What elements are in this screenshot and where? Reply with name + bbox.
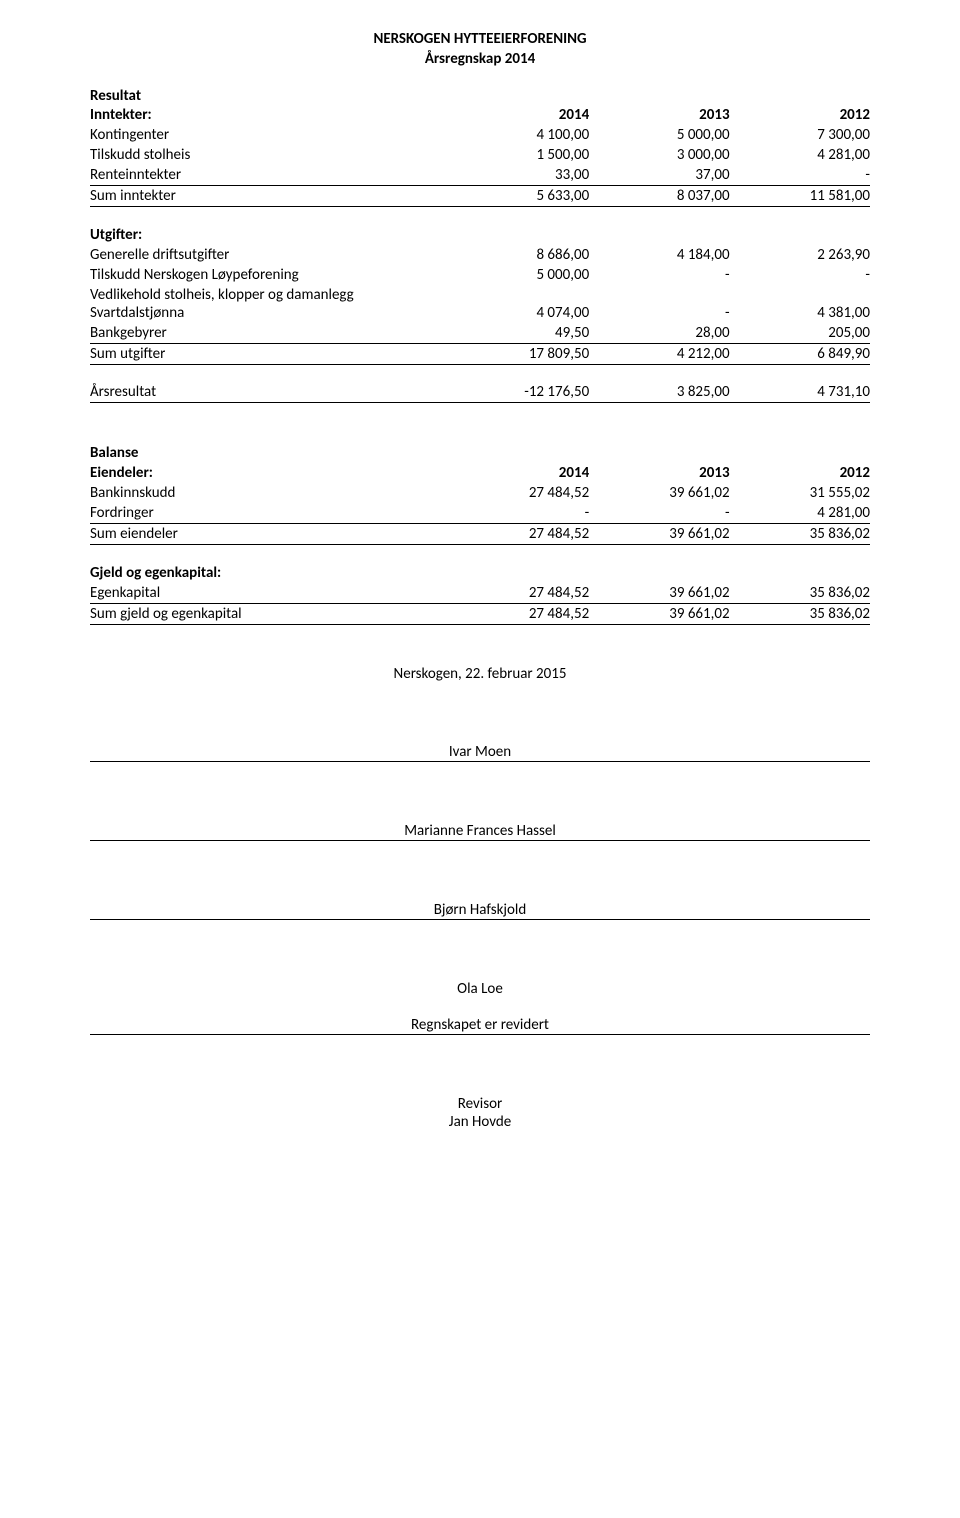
balanse-label: Balanse <box>90 443 449 463</box>
balanse-label-row: Balanse <box>90 443 870 463</box>
signature-4: Ola Loe <box>90 980 870 998</box>
sum-eiendeler-row: Sum eiendeler 27 484,52 39 661,02 35 836… <box>90 524 870 545</box>
sum-gjeld-row: Sum gjeld og egenkapital 27 484,52 39 66… <box>90 603 870 624</box>
document-title: NERSKOGEN HYTTEEIERFORENING Årsregnskap … <box>90 30 870 69</box>
utgifter-label: Utgifter: <box>90 225 449 245</box>
table-row: Renteinntekter 33,00 37,00 - <box>90 165 870 186</box>
eiendeler-header-row: Eiendeler: 2014 2013 2012 <box>90 463 870 483</box>
gjeld-label: Gjeld og egenkapital: <box>90 563 449 583</box>
eiendeler-label: Eiendeler: <box>90 463 449 483</box>
resultat-label: Resultat <box>90 87 870 105</box>
balanse-table: Balanse Eiendeler: 2014 2013 2012 Bankin… <box>90 443 870 625</box>
aarsresultat-row: Årsresultat -12 176,50 3 825,00 4 731,10 <box>90 382 870 403</box>
table-row: Fordringer - - 4 281,00 <box>90 503 870 524</box>
table-row: Egenkapital 27 484,52 39 661,02 35 836,0… <box>90 583 870 604</box>
table-row: Vedlikehold stolheis, klopper og damanle… <box>90 285 870 323</box>
signature-1: Ivar Moen <box>90 743 870 761</box>
revidert-text: Regnskapet er revidert <box>90 1016 870 1034</box>
table-row: Bankinnskudd 27 484,52 39 661,02 31 555,… <box>90 483 870 503</box>
title-line1: NERSKOGEN HYTTEEIERFORENING <box>90 30 870 50</box>
table-row: Tilskudd Nerskogen Løypeforening 5 000,0… <box>90 265 870 285</box>
utgifter-header-row: Utgifter: <box>90 225 870 245</box>
sum-inntekter-row: Sum inntekter 5 633,00 8 037,00 11 581,0… <box>90 186 870 207</box>
table-row: Kontingenter 4 100,00 5 000,00 7 300,00 <box>90 125 870 145</box>
table-row: Generelle driftsutgifter 8 686,00 4 184,… <box>90 245 870 265</box>
table-row: Tilskudd stolheis 1 500,00 3 000,00 4 28… <box>90 145 870 165</box>
revisor-label: Revisor <box>90 1095 870 1113</box>
year-2012: 2012 <box>730 105 870 125</box>
inntekter-label: Inntekter: <box>90 105 449 125</box>
year-2014: 2014 <box>449 105 589 125</box>
sum-utgifter-row: Sum utgifter 17 809,50 4 212,00 6 849,90 <box>90 343 870 364</box>
signature-2: Marianne Frances Hassel <box>90 822 870 840</box>
place-date: Nerskogen, 22. februar 2015 <box>90 665 870 683</box>
resultat-table: Inntekter: 2014 2013 2012 Kontingenter 4… <box>90 105 870 403</box>
table-row: Bankgebyrer 49,50 28,00 205,00 <box>90 323 870 344</box>
title-line2: Årsregnskap 2014 <box>90 50 870 70</box>
inntekter-header-row: Inntekter: 2014 2013 2012 <box>90 105 870 125</box>
gjeld-header-row: Gjeld og egenkapital: <box>90 563 870 583</box>
year-2013: 2013 <box>589 105 729 125</box>
revisor-name: Jan Hovde <box>90 1113 870 1131</box>
signature-3: Bjørn Hafskjold <box>90 901 870 919</box>
